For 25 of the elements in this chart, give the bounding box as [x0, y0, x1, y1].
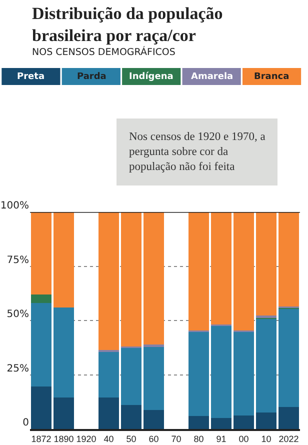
x-tick-label: 80 — [194, 434, 204, 444]
x-tick-label: 70 — [171, 434, 182, 444]
x-tick-label: 1872 — [31, 434, 52, 444]
y-tick-label: 75% — [6, 254, 29, 266]
y-tick-label: 25% — [6, 363, 29, 374]
x-tick-label: 2022 — [278, 434, 299, 444]
y-tick-label: 50% — [6, 309, 29, 320]
text: Indígena — [129, 71, 174, 82]
x-tick-label: 50 — [126, 434, 136, 444]
x-tick-label: 1890 — [54, 434, 74, 444]
text: Preta — [17, 72, 45, 82]
text: Branca — [254, 72, 290, 82]
x-tick-label: 10 — [261, 434, 272, 444]
text: Parda — [77, 72, 106, 82]
chart-title: Distribuição da população brasileira por raça/cor — [32, 4, 223, 46]
chart-subtitle: NOS CENSOS DEMOGRÁFICOS — [32, 46, 176, 58]
y-tick-label: 0 — [22, 418, 29, 428]
text: Nos censos de 1920 e 1970, a pergunta sobre cor da população não foi feita — [129, 131, 266, 173]
x-tick-label: 40 — [104, 434, 114, 444]
x-tick-label: 91 — [216, 434, 226, 444]
text: Amarela — [191, 72, 234, 82]
x-tick-label: 1920 — [76, 434, 96, 444]
x-tick-label: 60 — [148, 434, 159, 444]
y-tick-label: 100% — [0, 200, 29, 212]
x-tick-label: 00 — [238, 434, 249, 444]
